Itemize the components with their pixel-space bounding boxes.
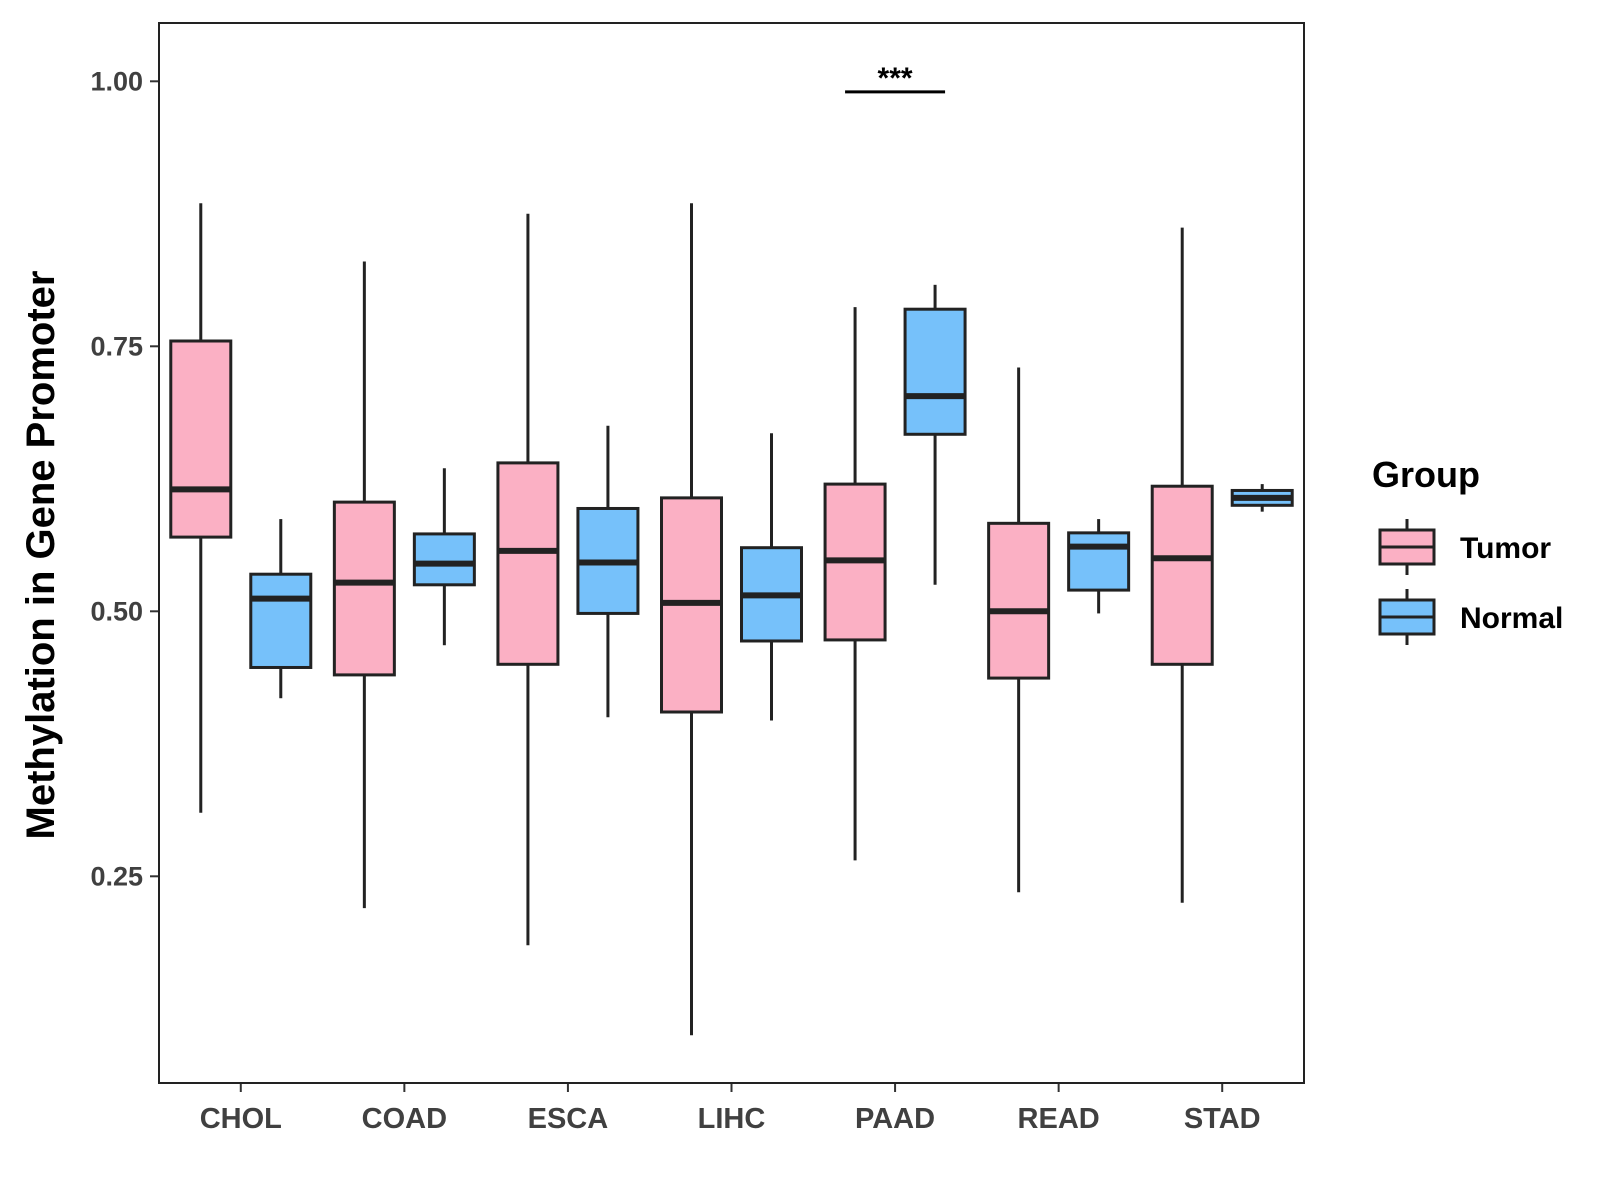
box-iqr bbox=[1150, 484, 1214, 666]
box-iqr bbox=[1067, 531, 1131, 592]
box-tumor-esca bbox=[496, 213, 560, 946]
x-tick-label: CHOL bbox=[200, 1103, 282, 1135]
box-iqr bbox=[987, 521, 1051, 680]
box-tumor-chol bbox=[169, 203, 233, 813]
x-tick-label: ESCA bbox=[528, 1103, 609, 1135]
box-normal-read bbox=[1067, 519, 1131, 614]
box-iqr bbox=[412, 532, 476, 587]
significance-label: *** bbox=[878, 62, 913, 95]
x-tick-label: STAD bbox=[1184, 1103, 1261, 1135]
legend-key-tumor: Tumor bbox=[1378, 519, 1551, 575]
legend-label-normal: Normal bbox=[1460, 602, 1563, 635]
boxplot-series bbox=[169, 203, 1294, 1036]
box-iqr bbox=[332, 500, 396, 677]
x-axis: CHOL COAD ESCA LIHC PAAD READ STAD bbox=[200, 1083, 1261, 1135]
legend-title: Group bbox=[1372, 454, 1480, 495]
box-iqr bbox=[169, 339, 233, 539]
legend-key-normal: Normal bbox=[1378, 589, 1563, 645]
box-iqr bbox=[496, 461, 560, 666]
x-tick-label: COAD bbox=[362, 1103, 447, 1135]
box-normal-paad bbox=[903, 284, 967, 585]
box-tumor-paad bbox=[823, 307, 887, 861]
y-tick-label: 0.50 bbox=[90, 596, 143, 626]
y-axis-title: Methylation in Gene Promoter bbox=[19, 271, 63, 840]
x-tick-label: READ bbox=[1018, 1103, 1100, 1135]
box-tumor-stad bbox=[1150, 227, 1214, 903]
significance-annotations: *** bbox=[845, 62, 946, 95]
x-tick-label: PAAD bbox=[855, 1103, 935, 1135]
box-normal-coad bbox=[412, 468, 476, 646]
y-tick-label: 0.75 bbox=[90, 331, 143, 361]
box-normal-lihc bbox=[740, 433, 803, 721]
box-normal-chol bbox=[249, 519, 313, 699]
y-tick-label: 1.00 bbox=[90, 66, 143, 96]
legend: Group Tumor Normal bbox=[1372, 454, 1563, 645]
box-tumor-lihc bbox=[660, 203, 723, 1036]
box-iqr bbox=[903, 307, 967, 436]
x-tick-label: LIHC bbox=[698, 1103, 766, 1135]
box-tumor-read bbox=[987, 367, 1051, 893]
plot-panel-border bbox=[158, 22, 1305, 1084]
box-tumor-coad bbox=[332, 261, 396, 909]
y-axis: 0.25 0.50 0.75 1.00 bbox=[90, 66, 159, 891]
y-tick-label: 0.25 bbox=[90, 861, 143, 891]
legend-label-tumor: Tumor bbox=[1460, 532, 1551, 565]
box-normal-stad bbox=[1230, 484, 1294, 512]
box-iqr bbox=[249, 572, 313, 669]
box-normal-esca bbox=[576, 425, 640, 718]
